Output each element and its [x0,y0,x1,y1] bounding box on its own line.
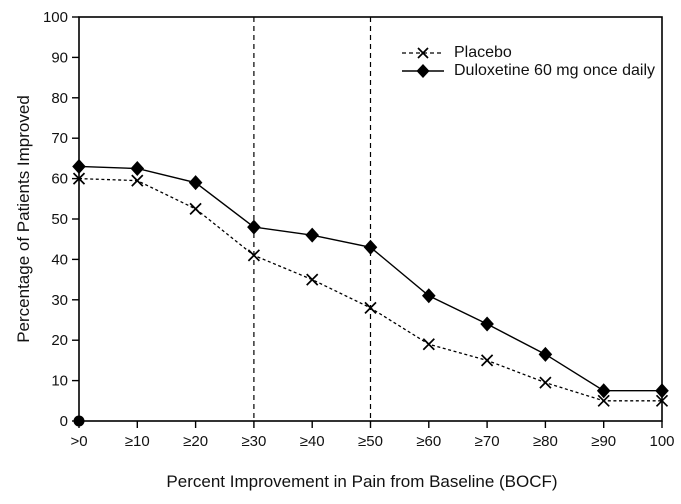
y-tick-label: 90 [51,49,68,66]
x-tick-label: ≥70 [475,433,500,450]
y-tick-label: 60 [51,171,68,188]
dashed-line-x-marker-icon [402,47,444,59]
duloxetine-60-mg-once-daily-diamond-marker [72,158,86,174]
y-axis-title: Percentage of Patients Improved [14,95,33,343]
x-tick-label: ≥20 [183,433,208,450]
x-tick-label: ≥90 [591,433,616,450]
placebo-x-marker [422,338,435,351]
placebo-x-marker [131,174,144,187]
duloxetine-60-mg-once-daily-diamond-marker [247,219,261,235]
placebo-x-marker [597,394,610,407]
chart-legend: Placebo Duloxetine 60 mg once daily [401,44,655,80]
duloxetine-60-mg-once-daily-diamond-marker [538,346,553,362]
y-tick-label: 10 [51,373,68,390]
placebo-x-marker [247,249,261,262]
x-tick-label: ≥80 [533,433,558,450]
y-tick-label: 80 [51,90,68,107]
x-tick-label: ≥50 [358,433,383,450]
legend-label-placebo: Placebo [454,44,512,61]
legend-item-duloxetine: Duloxetine 60 mg once daily [401,62,655,80]
y-tick-label: 50 [51,211,68,228]
placebo-x-marker [480,354,494,367]
x-tick-label: 100 [649,433,674,450]
legend-label-duloxetine: Duloxetine 60 mg once daily [454,62,656,79]
y-tick-label: 100 [43,9,68,26]
y-tick-label: 70 [51,130,68,147]
duloxetine-60-mg-once-daily-diamond-marker [480,316,494,332]
duloxetine-60-mg-once-daily-diamond-marker [130,161,145,176]
y-tick-label: 0 [60,413,68,430]
x-tick-label: ≥30 [241,433,266,450]
x-tick-label: >0 [70,433,87,450]
duloxetine-60-mg-once-daily-diamond-marker [188,175,203,191]
placebo-x-marker [364,301,377,314]
x-axis-title: Percent Improvement in Pain from Baselin… [166,472,557,491]
y-tick-label: 20 [51,332,68,349]
x-tick-label: ≥40 [300,433,325,450]
origin-point-marker [73,415,85,427]
placebo-x-marker [539,376,552,389]
x-tick-label: ≥60 [416,433,441,450]
legend-item-placebo: Placebo [401,44,655,62]
duloxetine-60-mg-once-daily-diamond-marker [655,383,669,399]
duloxetine-60-mg-once-daily-diamond-marker [305,227,319,243]
y-tick-label: 30 [51,292,68,309]
placebo-x-marker [655,394,669,407]
y-tick-label: 40 [51,251,68,268]
duloxetine-60-mg-once-daily-diamond-marker [422,288,436,304]
placebo-x-marker [306,273,319,286]
duloxetine-60-mg-once-daily-diamond-marker [363,239,378,255]
placebo-x-marker [189,202,202,216]
solid-line-diamond-marker-icon [402,64,444,78]
placebo-x-marker [72,172,86,185]
x-tick-label: ≥10 [125,433,150,450]
duloxetine-60-mg-once-daily-diamond-marker [596,383,611,399]
